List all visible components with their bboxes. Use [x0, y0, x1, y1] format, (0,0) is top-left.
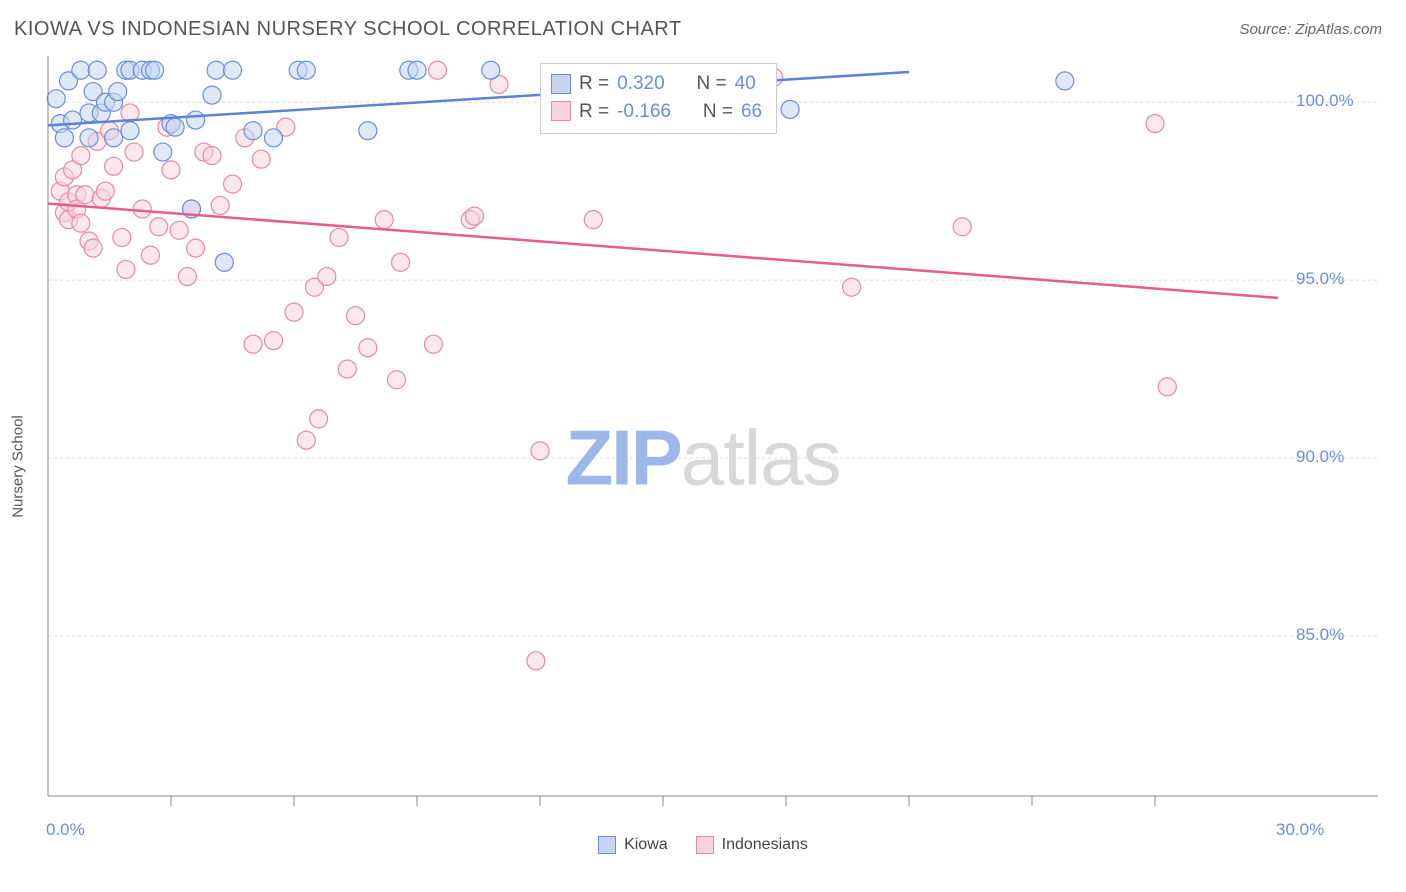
legend-item: Indonesians — [696, 836, 808, 854]
legend-label: Indonesians — [722, 836, 808, 854]
legend-swatch — [551, 101, 571, 121]
correlation-row: R = -0.166 N = 66 — [551, 98, 762, 126]
scatter-plot — [14, 56, 1388, 818]
legend-swatch — [598, 836, 616, 854]
legend-item: Kiowa — [598, 836, 668, 854]
legend-label: Kiowa — [624, 836, 668, 854]
legend-swatch — [696, 836, 714, 854]
chart-title: KIOWA VS INDONESIAN NURSERY SCHOOL CORRE… — [14, 18, 682, 41]
y-tick-label: 90.0% — [1296, 447, 1344, 467]
correlation-row: R = 0.320 N = 40 — [551, 70, 762, 98]
correlation-box: R = 0.320 N = 40R = -0.166 N = 66 — [540, 63, 777, 134]
y-tick-label: 100.0% — [1296, 91, 1354, 111]
y-axis-label: Nursery School — [10, 415, 27, 518]
y-tick-label: 95.0% — [1296, 269, 1344, 289]
legend: Kiowa Indonesians — [14, 836, 1392, 854]
legend-swatch — [551, 74, 571, 94]
y-tick-label: 85.0% — [1296, 625, 1344, 645]
source-credit: Source: ZipAtlas.com — [1239, 21, 1382, 38]
chart-area: Nursery School ZIPatlas R = 0.320 N = 40… — [14, 56, 1392, 860]
